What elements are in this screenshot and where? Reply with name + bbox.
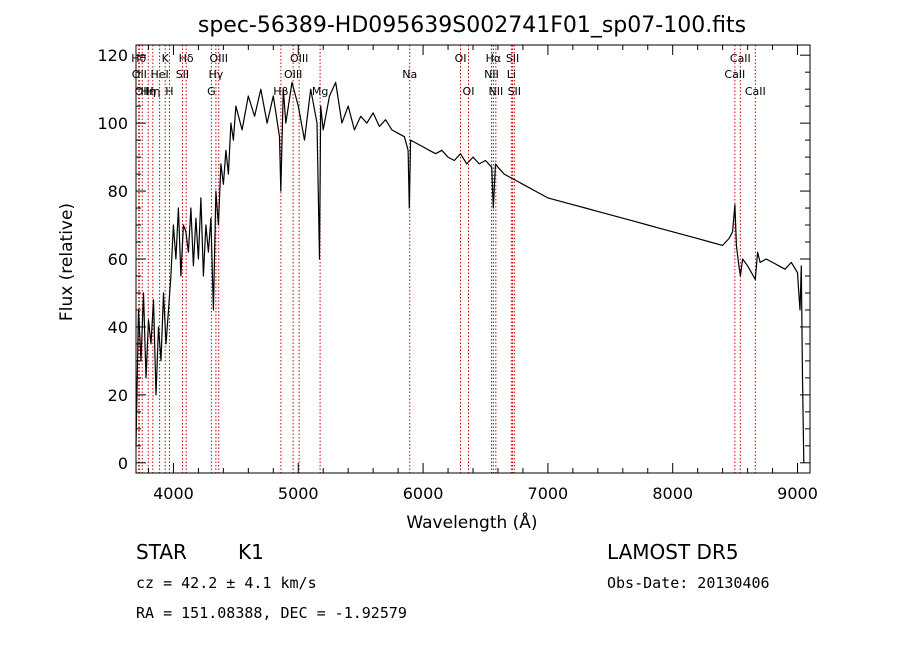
survey-name: LAMOST DR5: [607, 540, 739, 564]
object-subclass: K1: [238, 540, 264, 564]
line-marker-label-18: OI: [455, 52, 467, 65]
line-marker-label-28: CaII: [745, 85, 766, 98]
line-marker-label-10: G: [207, 85, 216, 98]
line-marker-label-24: SII: [506, 52, 519, 65]
y-tick-label: 120: [97, 46, 128, 65]
line-marker-label-0: Hθ: [131, 52, 146, 65]
line-marker-label-11: Hγ: [208, 68, 223, 81]
line-marker-label-20: NII: [484, 68, 499, 81]
line-marker-label-1: OII: [132, 68, 147, 81]
line-marker-label-25: SII: [508, 85, 521, 98]
redshift-line: cz = 42.2 ± 4.1 km/s: [136, 574, 317, 592]
observation-date: Obs-Date: 20130406: [607, 574, 770, 592]
y-tick-label: 60: [108, 250, 128, 269]
x-axis-label: Wavelength (Å): [406, 511, 537, 533]
x-tick-label: 6000: [403, 484, 444, 503]
line-marker-label-4: Hη: [145, 85, 160, 98]
line-marker-label-15: OIII: [290, 52, 308, 65]
line-marker-label-23: Li: [507, 68, 516, 81]
x-tick-label: 8000: [652, 484, 693, 503]
line-marker-label-8: SII: [176, 68, 189, 81]
line-marker-label-14: OIII: [284, 68, 302, 81]
line-marker-label-9: Hδ: [179, 52, 194, 65]
line-marker-label-7: H: [165, 85, 173, 98]
line-marker-label-16: Mg: [312, 85, 328, 98]
spectral-line-markers: [138, 45, 756, 473]
y-axis-label: Flux (relative): [57, 203, 77, 321]
line-marker-label-13: Hβ: [273, 85, 288, 98]
y-tick-label: 100: [97, 114, 128, 133]
line-marker-label-6: K: [162, 52, 170, 65]
object-class: STAR: [136, 540, 187, 564]
line-marker-label-5: HeI: [150, 68, 168, 81]
y-tick-label: 0: [118, 454, 128, 473]
line-marker-label-21: Hα: [486, 52, 502, 65]
line-marker-label-27: CaII: [730, 52, 751, 65]
y-tick-label: 80: [108, 182, 128, 201]
coordinates-line: RA = 151.08388, DEC = -1.92579: [136, 604, 407, 622]
x-tick-label: 5000: [278, 484, 319, 503]
y-axis: 0 20 40 60 80 100 120: [97, 46, 810, 473]
chart-title: spec-56389-HD095639S002741F01_sp07-100.f…: [198, 13, 746, 38]
line-marker-label-3: Hη: [141, 85, 156, 98]
y-tick-label: 40: [108, 318, 128, 337]
line-marker-label-19: OI: [463, 85, 475, 98]
line-marker-label-26: CaII: [724, 68, 745, 81]
line-marker-label-12: OIII: [210, 52, 228, 65]
x-tick-label: 4000: [153, 484, 194, 503]
x-tick-label: 9000: [777, 484, 818, 503]
line-marker-label-22: NII: [488, 85, 503, 98]
y-tick-label: 20: [108, 386, 128, 405]
x-tick-label: 7000: [528, 484, 569, 503]
spectrum-line: [135, 81, 805, 463]
spectral-line-labels: HθOIIOIIHηHηHeIKHSIIHδGHγOIIIHβOIIIOIIIM…: [131, 52, 766, 98]
line-marker-label-17: Na: [402, 68, 417, 81]
x-axis: 4000 5000 6000 7000 8000 9000: [147, 45, 818, 503]
line-marker-label-2: OII: [135, 85, 150, 98]
